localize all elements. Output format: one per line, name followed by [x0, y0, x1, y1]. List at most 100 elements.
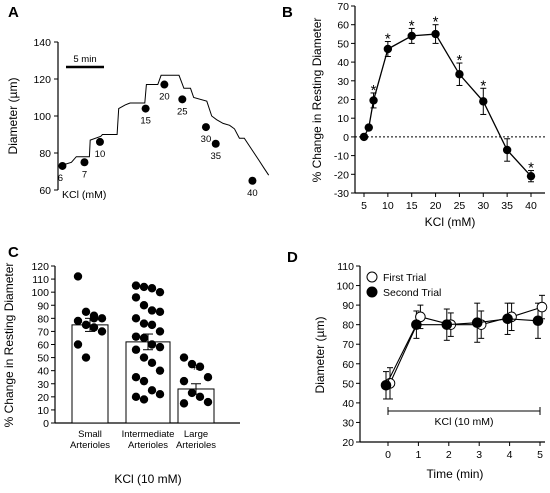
y-tick-label: 20 — [342, 437, 354, 449]
kcl-marker-label: 25 — [177, 106, 188, 117]
x-axis-title: KCl (mM) — [425, 215, 476, 229]
y-tick-label: -10 — [334, 151, 349, 163]
panel-letter-c: C — [8, 244, 19, 261]
data-point — [155, 307, 165, 316]
y-tick-label: 40 — [337, 57, 349, 69]
data-point-filled — [380, 379, 392, 391]
panel-letter-a: A — [8, 4, 19, 21]
kcl-marker — [248, 176, 257, 185]
kcl-marker-label: 30 — [201, 134, 212, 145]
y-tick-label: -20 — [334, 169, 349, 181]
panel-a-chart: 60 80 100 120 140 Diameter (µm) 5 min 6 7 10 15 20 2… — [6, 37, 270, 201]
legend-label: Second Trial — [383, 287, 441, 299]
kcl-marker — [141, 104, 150, 113]
data-point — [147, 340, 157, 349]
y-tick-label: 30 — [37, 379, 49, 391]
y-tick-label: 120 — [31, 261, 49, 273]
x-annotation: KCl (mM) — [62, 189, 106, 201]
kcl-marker-label: 20 — [159, 92, 170, 103]
data-point — [81, 353, 91, 362]
data-point — [195, 362, 205, 371]
data-point — [455, 70, 464, 79]
data-point-filled — [411, 319, 422, 330]
y-tick-label: 40 — [342, 398, 354, 410]
data-point — [97, 327, 107, 336]
panel-b-chart: -30 -20 -10 0 10 20 30 40 50 60 70 5 10 15 20 25 30 35 40 K… — [310, 1, 545, 229]
y-tick-label: 50 — [337, 38, 349, 50]
x-tick-label: 20 — [430, 200, 442, 212]
y-tick-label: 100 — [31, 287, 49, 299]
data-point — [139, 333, 149, 343]
x-tick-label: 1 — [415, 449, 421, 461]
data-point — [203, 373, 213, 382]
x-tick-label: 10 — [382, 200, 394, 212]
data-point — [179, 399, 189, 408]
kcl-marker — [95, 137, 104, 146]
data-point — [431, 29, 440, 39]
y-axis-title: % Change in Resting Diameter — [2, 263, 16, 428]
data-point-filled — [441, 319, 453, 330]
data-point — [187, 359, 197, 369]
y-tick-label: 80 — [342, 320, 354, 332]
data-point — [131, 345, 141, 354]
data-point — [147, 358, 157, 368]
significance-star: * — [409, 17, 415, 34]
kcl-marker — [201, 123, 210, 132]
y-axis-title: % Change in Resting Diameter — [310, 18, 324, 183]
kcl-marker-label: 15 — [140, 116, 151, 127]
x-tick-label: 40 — [525, 200, 537, 212]
data-point — [369, 96, 378, 105]
category-label: Arterioles — [176, 440, 216, 451]
category-label: Large — [184, 429, 208, 440]
scale-bar-label: 5 min — [73, 54, 96, 65]
y-axis-title: Diameter (µm) — [6, 78, 20, 155]
y-tick-label: 80 — [37, 313, 49, 325]
data-point — [139, 395, 149, 404]
x-axis-title: Time (min) — [427, 467, 484, 481]
y-tick-label: 40 — [37, 366, 49, 378]
data-point — [203, 397, 213, 407]
series-line — [385, 318, 539, 386]
data-point — [89, 314, 99, 323]
y-tick-label: 140 — [33, 37, 51, 49]
x-axis-title: KCl (10 mM) — [114, 472, 181, 486]
kcl-marker — [178, 95, 187, 104]
data-point — [155, 327, 165, 336]
panel-letter-d: D — [287, 249, 298, 266]
panel-letter-b: B — [282, 4, 293, 21]
bar — [125, 341, 171, 424]
data-point — [179, 353, 189, 362]
category-label: Small — [78, 429, 102, 440]
data-point-filled — [471, 317, 483, 329]
data-point — [131, 392, 141, 402]
significance-star: * — [371, 82, 377, 99]
y-tick-label: 100 — [33, 111, 51, 123]
data-point — [383, 44, 393, 54]
kcl-marker — [58, 161, 67, 170]
legend-label: First Trial — [383, 272, 426, 284]
data-point — [139, 376, 149, 386]
y-tick-label: 70 — [337, 1, 349, 13]
data-point-filled — [532, 315, 544, 327]
y-tick-label: 0 — [343, 132, 349, 144]
data-point — [407, 31, 416, 41]
x-tick-label: 15 — [406, 200, 418, 212]
data-point — [139, 301, 149, 310]
kcl-marker-label: 10 — [95, 149, 106, 160]
data-point — [97, 314, 107, 323]
category-label: Arterioles — [128, 440, 168, 451]
kcl-marker-label: 7 — [82, 169, 87, 180]
data-point — [73, 272, 83, 281]
x-tick-label: 30 — [477, 200, 489, 212]
data-point — [364, 123, 373, 132]
data-point — [359, 132, 369, 142]
data-point — [89, 323, 99, 332]
significance-star: * — [528, 160, 534, 177]
data-point — [155, 366, 165, 375]
y-tick-label: 50 — [342, 378, 354, 390]
y-tick-label: 30 — [337, 76, 349, 88]
data-point — [526, 171, 536, 181]
y-tick-label: 80 — [39, 148, 51, 160]
data-point — [155, 390, 165, 399]
